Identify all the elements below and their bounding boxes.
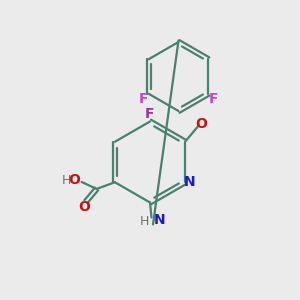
Text: O: O bbox=[195, 117, 207, 131]
Text: N: N bbox=[154, 213, 166, 226]
Text: H: H bbox=[62, 174, 71, 187]
Text: O: O bbox=[68, 172, 80, 187]
Text: F: F bbox=[145, 107, 155, 121]
Text: F: F bbox=[209, 92, 218, 106]
Text: F: F bbox=[139, 92, 148, 106]
Text: O: O bbox=[79, 200, 90, 214]
Text: H: H bbox=[140, 215, 150, 228]
Text: N: N bbox=[184, 175, 196, 189]
